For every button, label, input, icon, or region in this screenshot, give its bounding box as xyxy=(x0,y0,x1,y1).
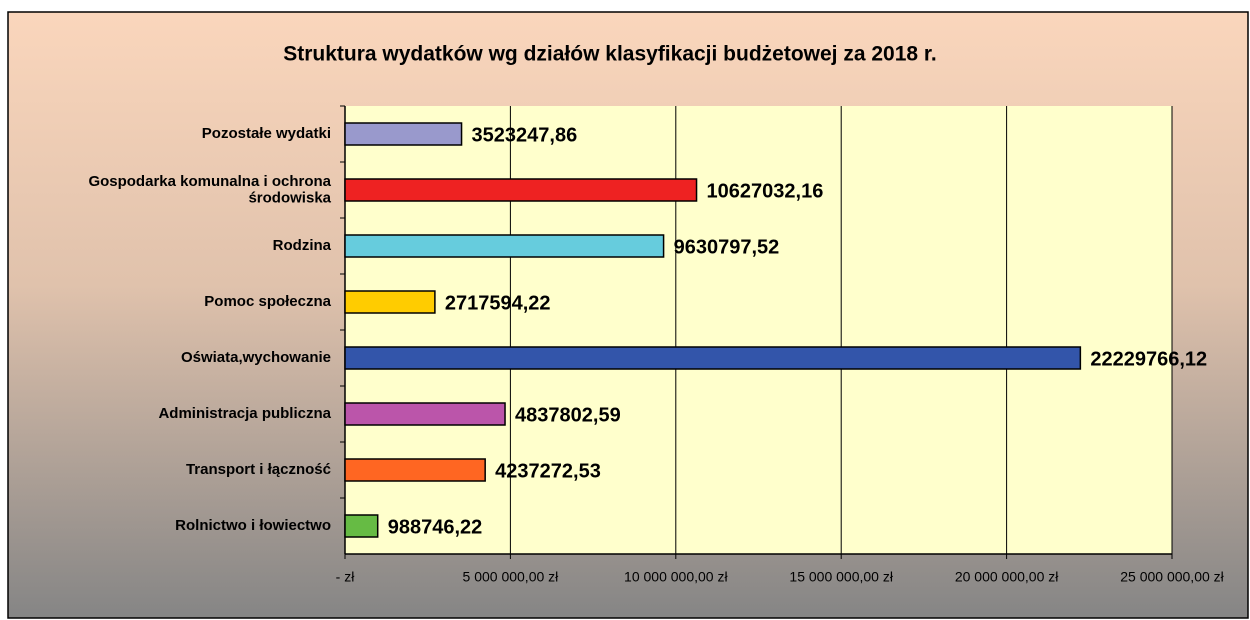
x-tick-label: 15 000 000,00 zł xyxy=(789,569,893,585)
value-label: 9630797,52 xyxy=(674,236,780,258)
bar xyxy=(344,234,665,258)
value-label: 3523247,86 xyxy=(472,124,578,146)
x-tick-label: 20 000 000,00 zł xyxy=(955,569,1059,585)
bar xyxy=(344,514,379,538)
x-tick-label: 25 000 000,00 zł xyxy=(1120,569,1224,585)
y-tick-label: Gospodarka komunalna i ochrona środowiska xyxy=(88,173,331,207)
value-label: 4237272,53 xyxy=(495,460,601,482)
value-label: 2717594,22 xyxy=(445,292,551,314)
y-tick-label: Transport i łączność xyxy=(186,461,331,478)
bar xyxy=(344,346,1082,370)
y-tick-label: Rodzina xyxy=(273,237,332,254)
value-label: 22229766,12 xyxy=(1090,348,1207,370)
bar xyxy=(344,458,486,482)
y-tick-label: Oświata,wychowanie xyxy=(181,349,331,366)
y-tick-label: Pozostałe wydatki xyxy=(202,125,331,142)
x-tick-label: 10 000 000,00 zł xyxy=(624,569,728,585)
value-label: 988746,22 xyxy=(388,516,483,538)
bar xyxy=(344,402,506,426)
y-tick-label: Pomoc społeczna xyxy=(204,293,331,310)
x-tick-label: - zł xyxy=(336,569,356,585)
y-tick-label: Administracja publiczna xyxy=(158,405,331,422)
plot-area xyxy=(345,106,1172,554)
value-label: 10627032,16 xyxy=(707,180,824,202)
bar xyxy=(344,290,436,314)
y-tick-label: Rolnictwo i łowiectwo xyxy=(175,517,331,534)
bar xyxy=(344,178,698,202)
chart-title: Struktura wydatków wg działów klasyfikac… xyxy=(283,43,937,66)
x-tick-label: 5 000 000,00 zł xyxy=(463,569,560,585)
value-label: 4837802,59 xyxy=(515,404,621,426)
bar xyxy=(344,122,463,146)
